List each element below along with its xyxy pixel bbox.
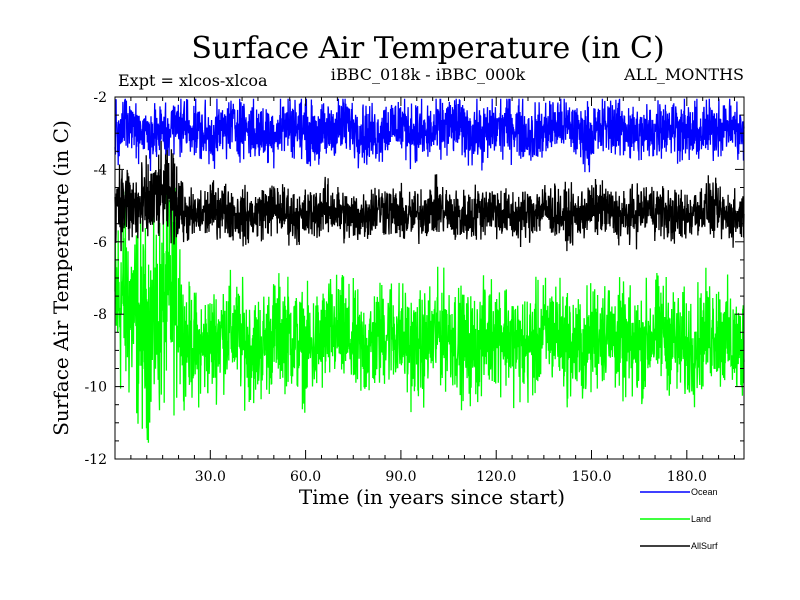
- plot-area: 30.0 60.0 90.0 120.0 150.0 180.0 -12 -10 -8 -6 -4 -…: [84, 90, 745, 485]
- y-tick-label: -12: [84, 452, 107, 468]
- y-tick-label: -2: [93, 90, 107, 106]
- y-tick-label: -4: [93, 162, 107, 178]
- series-line-ocean: [114, 98, 745, 173]
- x-axis-label: Time (in years since start): [299, 485, 565, 509]
- series-layer: [114, 98, 745, 443]
- x-tick-label: 30.0: [195, 469, 226, 485]
- axis-layer: 30.0 60.0 90.0 120.0 150.0 180.0 -12 -10 -8 -6 -4 -…: [84, 90, 744, 485]
- series-line-allsurf: [114, 140, 745, 252]
- y-tick-label: -10: [84, 380, 107, 396]
- subtitle-comparison: iBBC_018k - iBBC_000k: [331, 65, 526, 84]
- x-tick-label: 90.0: [385, 469, 416, 485]
- subtitle-experiment: Expt = xlcos-xlcoa: [118, 71, 268, 90]
- legend: Ocean Land AllSurf: [640, 487, 718, 551]
- chart-title: Surface Air Temperature (in C): [191, 31, 664, 66]
- x-tick-label: 120.0: [476, 469, 516, 485]
- series-line-land: [114, 185, 745, 443]
- x-tick-label: 60.0: [290, 469, 321, 485]
- x-tick-label: 180.0: [667, 469, 707, 485]
- y-tick-label: -8: [93, 307, 107, 323]
- subtitle-months: ALL_MONTHS: [623, 65, 744, 84]
- legend-label-ocean: Ocean: [691, 487, 718, 497]
- y-axis-label: Surface Air Temperature (in C): [49, 120, 73, 436]
- legend-label-allsurf: AllSurf: [691, 541, 718, 551]
- y-tick-label: -6: [93, 235, 107, 251]
- legend-label-land: Land: [691, 514, 711, 524]
- x-tick-label: 150.0: [571, 469, 611, 485]
